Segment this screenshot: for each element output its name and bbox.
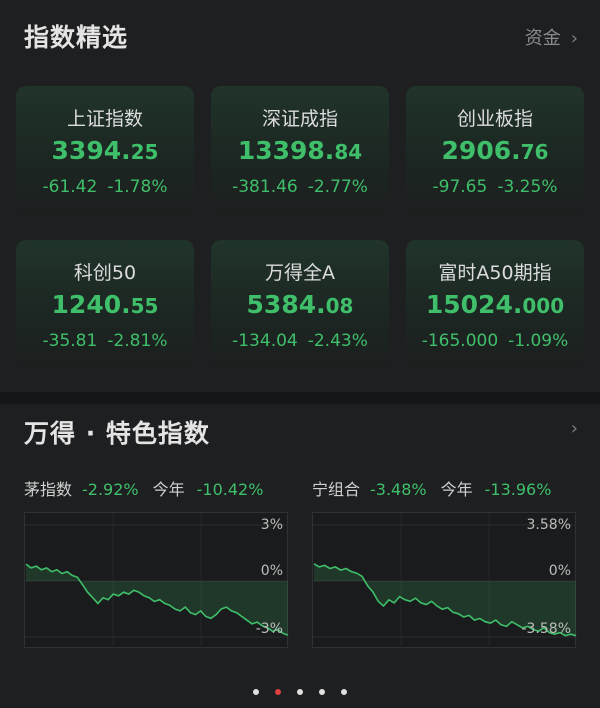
page-dot[interactable] [297,689,303,695]
section-title: 指数精选 [24,23,129,52]
ytd-change: -10.42% [196,480,264,499]
index-card[interactable]: 深证成指 13398.84 -381.46 -2.77% [211,86,389,214]
index-name: 创业板指 [456,108,533,130]
index-price: 3394.25 [51,136,159,165]
index-change: -35.81 -2.81% [42,331,168,351]
chevron-right-icon[interactable]: › [570,418,578,439]
index-price: 15024.000 [425,290,565,319]
tick-label: 0% [549,563,571,579]
series-area [26,564,288,636]
index-card[interactable]: 富时A50期指 15024.000 -165.000 -1.09% [406,240,584,368]
index-selection-section: 指数精选 资金 › 上证指数 3394.25 -61.42 -1.78% 深证成指 … [16,23,584,368]
tick-label: 0% [261,563,283,579]
chart-svg: 3.58% 0% -3.58% [313,513,577,649]
index-card[interactable]: 创业板指 2906.76 -97.65 -3.25% [406,86,584,214]
index-name: 万得全A [265,262,335,284]
wind-feature-index-section: 万得 · 特色指数 › 茅指数 -2.92% 今年 -10.42% 宁组合 -3.48%… [0,404,600,708]
ytd-change: -13.96% [484,480,552,499]
index-change: -134.04 -2.43% [232,331,368,351]
funds-link-label: 资金 [524,28,561,49]
tick-label: -3.58% [521,621,571,637]
page-indicator[interactable] [0,680,600,699]
index-price: 5384.08 [246,290,354,319]
index-price: 13398.84 [237,136,363,165]
chevron-right-icon: › [570,28,578,49]
chart-stats: 茅指数 -2.92% 今年 -10.42% [24,476,263,500]
mini-chart[interactable]: 3.58% 0% -3.58% [312,512,577,649]
tick-label: 3% [261,517,283,533]
index-change: -61.42 -1.78% [42,177,168,197]
chart-svg: 3% 0% -3% [25,513,289,649]
index-name: 深证成指 [261,108,338,130]
page-dot[interactable] [319,689,325,695]
page-dot[interactable] [253,689,259,695]
tick-label: -3% [256,621,283,637]
page-dot[interactable] [341,689,347,695]
series-line [313,563,577,637]
chart-label: 宁组合 [312,480,361,499]
ytd-label: 今年 [440,480,473,499]
day-change: -2.92% [82,480,139,499]
chart-label: 茅指数 [24,480,73,499]
series-line [25,563,289,636]
section-divider [0,392,600,404]
index-card[interactable]: 科创50 1240.55 -35.81 -2.81% [16,240,194,368]
day-change: -3.48% [370,480,427,499]
mini-chart[interactable]: 3% 0% -3% [24,512,289,649]
funds-link[interactable]: 资金 › [525,24,578,50]
index-change: -381.46 -2.77% [232,177,368,197]
chart-stats: 宁组合 -3.48% 今年 -13.96% [312,476,551,500]
index-change: -97.65 -3.25% [432,177,558,197]
ytd-label: 今年 [152,480,185,499]
index-price: 1240.55 [51,290,159,319]
index-card[interactable]: 万得全A 5384.08 -134.04 -2.43% [211,240,389,368]
index-name: 富时A50期指 [438,262,552,284]
section-title: 万得 · 特色指数 [24,419,210,448]
index-name: 科创50 [73,262,137,284]
index-card[interactable]: 上证指数 3394.25 -61.42 -1.78% [16,86,194,214]
index-change: -165.000 -1.09% [421,331,569,351]
tick-label: 3.58% [527,517,571,533]
index-name: 上证指数 [66,108,143,130]
series-area [314,563,576,636]
page-dot[interactable] [275,689,281,695]
index-price: 2906.76 [441,136,549,165]
